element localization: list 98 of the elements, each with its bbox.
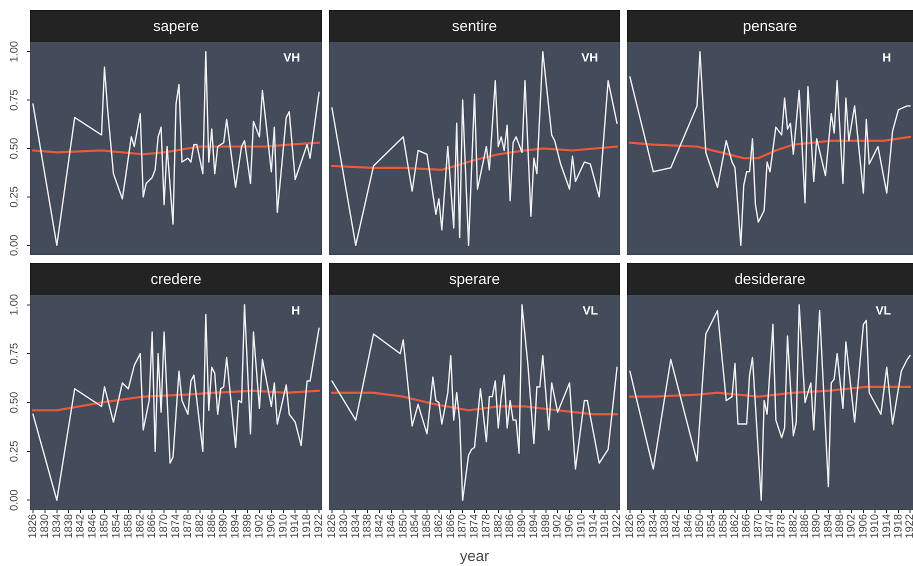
x-tick-label: 1890 [218, 514, 230, 538]
x-tick-label: 1850 [397, 514, 410, 538]
x-tick-label: 1898 [242, 514, 254, 538]
y-tick-label: 0.75 [8, 89, 20, 111]
x-tick-label: 1846 [86, 514, 99, 538]
x-tick-label: 1850 [694, 514, 706, 538]
y-tick-label: 0.50 [8, 392, 20, 414]
x-tick-label: 1914 [880, 514, 893, 538]
x-tick-label: 1846 [385, 514, 398, 538]
annotation: H [291, 303, 300, 318]
x-tick-label: 1862 [729, 514, 742, 538]
x-tick-label: 1862 [134, 514, 146, 538]
x-tick-label: 1914 [587, 514, 600, 538]
x-tick-label: 1922 [611, 514, 624, 538]
x-tick-label: 1870 [158, 514, 170, 538]
x-tick-label: 1886 [206, 514, 218, 538]
x-tick-label: 1882 [492, 514, 504, 538]
y-tick-label: 1.00 [8, 40, 20, 62]
annotation: VL [582, 303, 598, 318]
x-tick-label: 1838 [658, 514, 671, 538]
x-tick-label: 1918 [301, 514, 314, 538]
x-tick-label: 1906 [564, 514, 576, 538]
x-tick-label: 1902 [552, 514, 564, 538]
x-tick-label: 1910 [277, 514, 290, 538]
x-tick-label: 1910 [575, 514, 588, 538]
x-tick-label: 1898 [834, 514, 846, 538]
x-tick-label: 1902 [253, 514, 266, 538]
x-tick-label: 1838 [62, 514, 75, 538]
x-tick-label: 1826 [27, 514, 40, 538]
x-tick-label: 1834 [350, 514, 362, 538]
x-tick-label: 1834 [50, 514, 63, 538]
x-tick-label: 1854 [110, 514, 122, 538]
x-tick-label: 1878 [776, 514, 788, 538]
x-tick-label: 1826 [326, 514, 338, 538]
x-tick-label: 1906 [857, 514, 870, 538]
x-tick-label: 1894 [230, 514, 242, 538]
x-tick-label: 1914 [289, 514, 302, 538]
x-tick-label: 1830 [38, 514, 51, 538]
x-tick-label: 1886 [799, 514, 812, 538]
x-tick-label: 1902 [846, 514, 858, 538]
x-tick-label: 1922 [904, 514, 913, 538]
annotation: H [882, 50, 891, 64]
x-tick-label: 1894 [822, 514, 834, 538]
x-tick-label: 1858 [122, 514, 134, 538]
x-tick-label: 1842 [670, 514, 683, 538]
x-tick-label: 1858 [717, 514, 730, 538]
x-tick-label: 1874 [170, 514, 182, 538]
x-tick-label: 1866 [444, 514, 457, 538]
x-tick-label: 1842 [74, 514, 87, 538]
x-tick-label: 1890 [810, 514, 823, 538]
y-tick-label: 0.00 [8, 234, 20, 256]
y-tick-label: 0.25 [8, 186, 20, 208]
x-tick-label: 1878 [182, 514, 194, 538]
x-tick-label: 1866 [740, 514, 753, 538]
annotation: VH [283, 50, 300, 64]
y-tick-label: 1.00 [8, 294, 20, 316]
annotation: VH [581, 50, 598, 64]
chart-title: desiderare [734, 271, 806, 288]
x-tick-label: 1918 [892, 514, 904, 538]
x-tick-label: 1838 [362, 514, 374, 538]
chart-title: sapere [153, 18, 199, 36]
chart-title: sperare [449, 271, 500, 288]
x-tick-label: 1830 [338, 514, 350, 538]
x-tick-label: 1842 [374, 514, 386, 538]
x-tick-label: 1890 [516, 514, 528, 538]
annotation: VL [876, 303, 891, 318]
x-tick-label: 1858 [421, 514, 434, 538]
x-tick-label: 1850 [98, 514, 111, 538]
chart-title: pensare [742, 18, 798, 36]
x-tick-label: 1882 [194, 514, 206, 538]
x-tick-label: 1830 [636, 514, 648, 538]
chart-title: credere [150, 271, 202, 288]
x-tick-label: 1922 [313, 514, 326, 538]
x-axis-title: year [460, 548, 490, 566]
x-tick-label: 1874 [764, 514, 776, 538]
x-tick-label: 1894 [528, 514, 540, 538]
x-tick-label: 1866 [146, 514, 158, 538]
x-tick-label: 1898 [540, 514, 552, 538]
y-tick-label: 0.50 [8, 138, 20, 160]
x-tick-label: 1882 [787, 514, 800, 538]
x-tick-label: 1874 [468, 514, 481, 538]
x-tick-label: 1878 [480, 514, 492, 538]
chart-title: sentire [452, 18, 498, 36]
x-tick-label: 1910 [869, 514, 882, 538]
x-tick-label: 1870 [456, 514, 469, 538]
y-tick-label: 0.25 [8, 440, 20, 462]
x-tick-label: 1918 [599, 514, 612, 538]
x-tick-label: 1886 [504, 514, 516, 538]
x-tick-label: 1906 [265, 514, 278, 538]
x-tick-label: 1854 [706, 514, 718, 538]
x-tick-label: 1826 [624, 514, 636, 538]
y-tick-label: 0.00 [8, 490, 20, 511]
x-tick-label: 1834 [647, 514, 660, 538]
x-tick-label: 1846 [682, 514, 694, 538]
x-tick-label: 1854 [409, 514, 422, 538]
x-tick-label: 1862 [432, 514, 445, 538]
x-tick-label: 1870 [752, 514, 764, 538]
y-tick-label: 0.75 [8, 342, 20, 364]
